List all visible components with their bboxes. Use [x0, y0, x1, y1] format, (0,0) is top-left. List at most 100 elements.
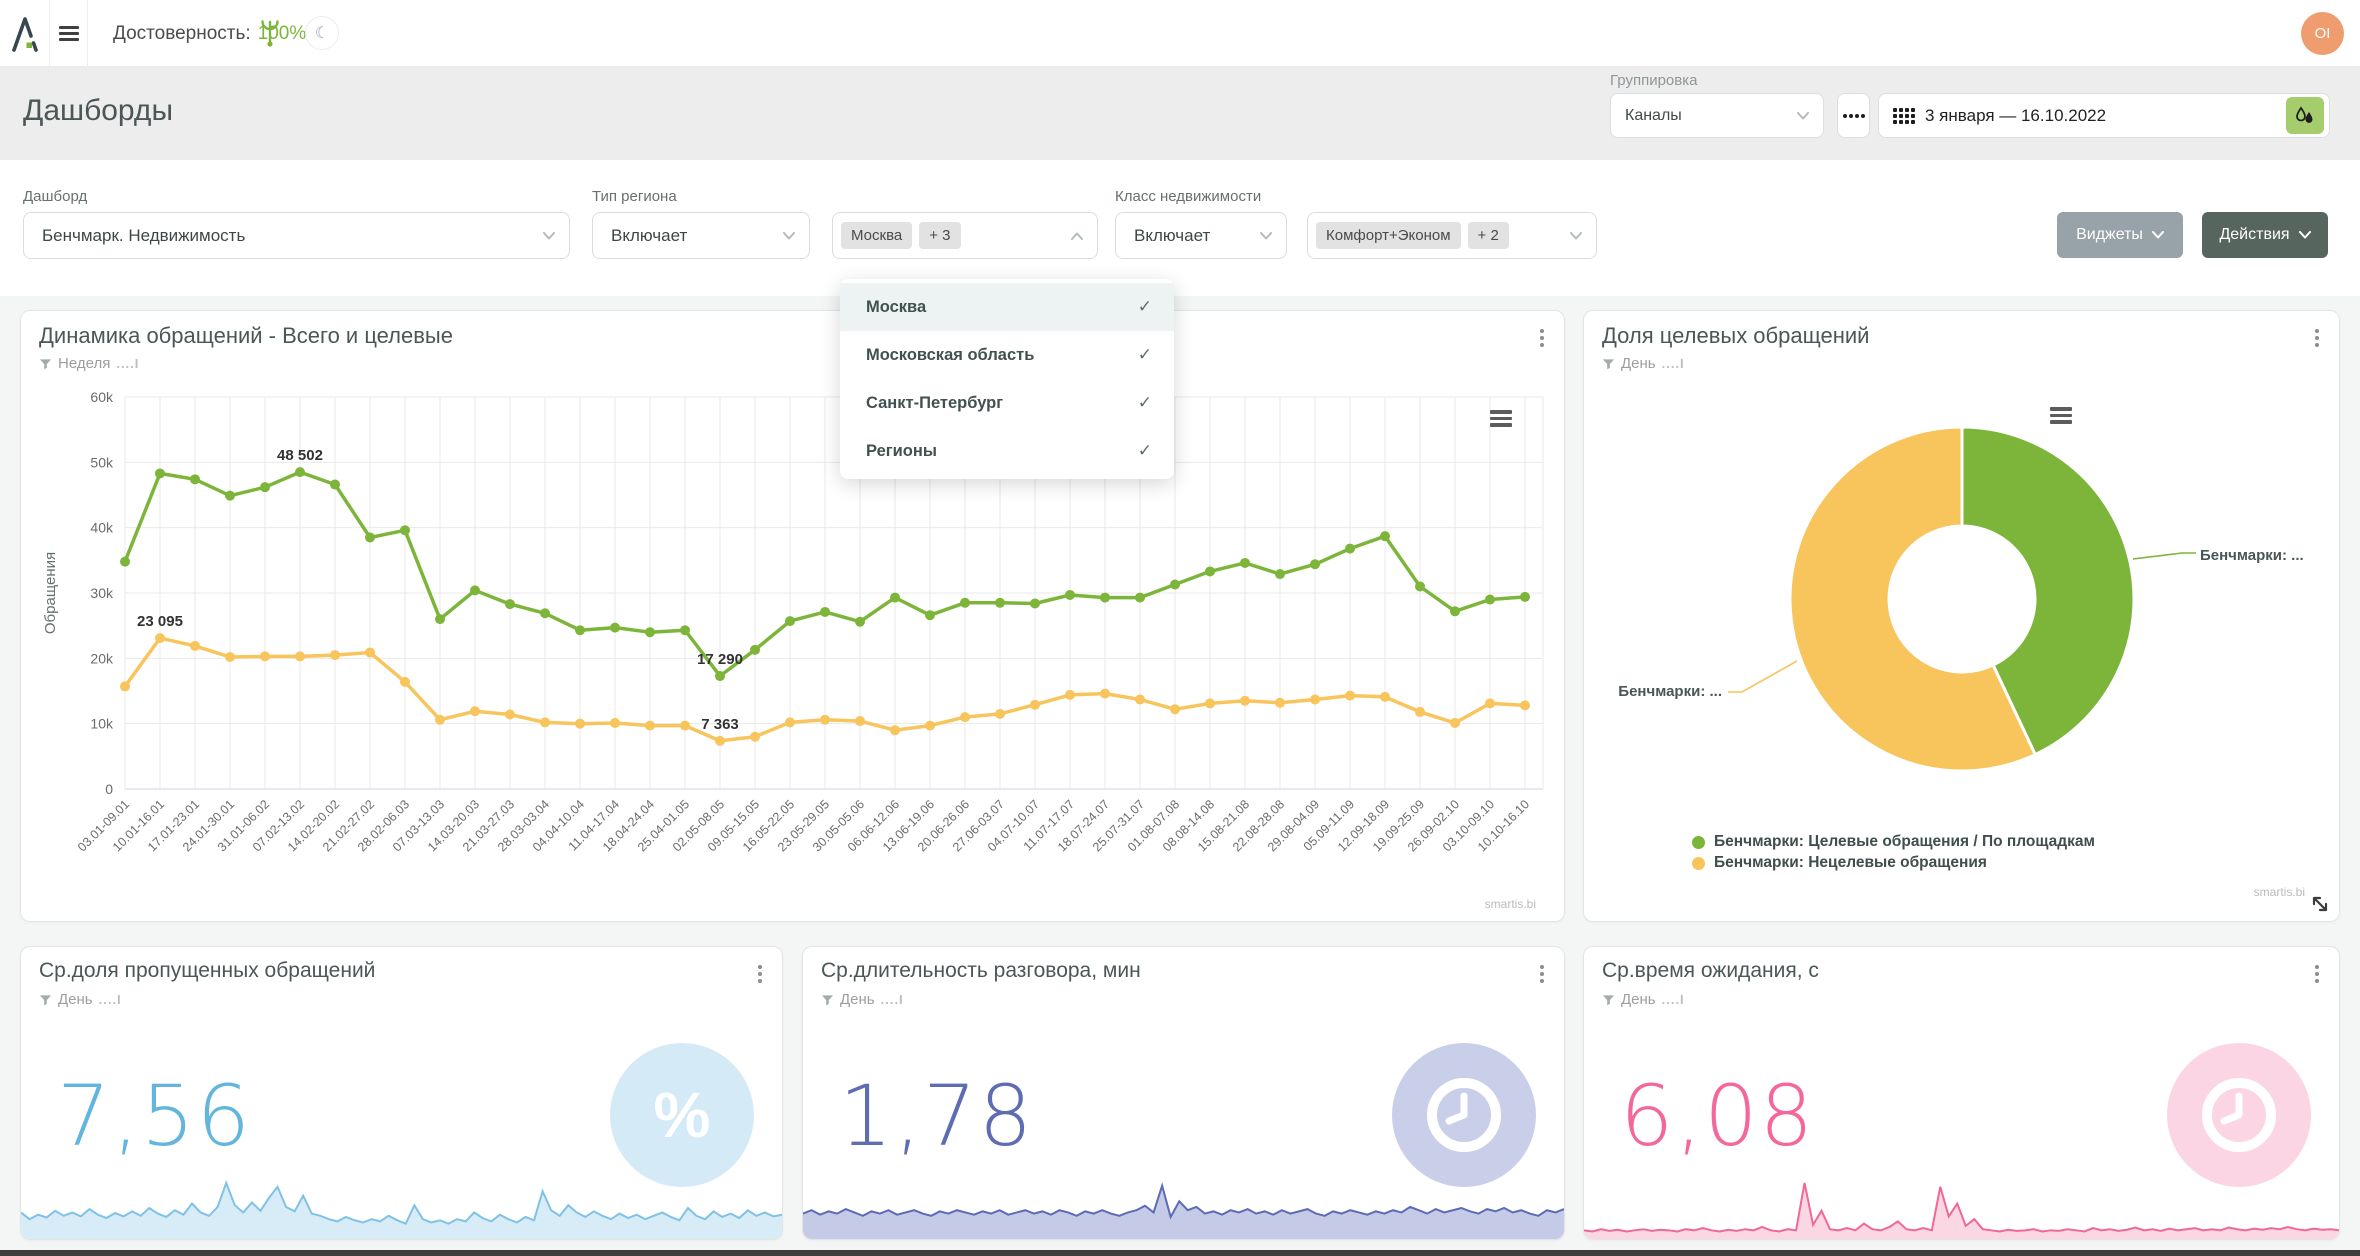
class-multiselect[interactable]: Комфорт+Эконом + 2 — [1307, 212, 1597, 259]
chevron-up-icon — [1071, 232, 1083, 240]
data-point — [540, 608, 550, 619]
class-type-select[interactable]: Включает — [1115, 212, 1287, 259]
dashboard-select-value: Бенчмарк. Недвижимость — [42, 225, 246, 245]
date-options-button[interactable] — [1837, 93, 1870, 138]
svg-text:30k: 30k — [90, 585, 114, 601]
data-point — [330, 479, 340, 490]
region-chip[interactable]: Москва — [841, 222, 913, 249]
actions-button-label: Действия — [2219, 226, 2290, 243]
funnel-icon — [1602, 994, 1615, 1005]
svg-text:50k: 50k — [90, 454, 114, 470]
dropdown-item[interactable]: Московская область ✓ — [840, 331, 1174, 379]
kpi-value: 6,08 — [1620, 1067, 1816, 1165]
legend-item[interactable]: Бенчмарки: Целевые обращения / По площад… — [1692, 833, 2095, 851]
menu-button[interactable] — [50, 0, 88, 67]
sprout-icon[interactable] — [258, 18, 282, 48]
region-type-select[interactable]: Включает — [592, 212, 810, 259]
card-menu-button[interactable] — [754, 961, 766, 987]
date-range-picker[interactable]: 3 января — 16.10.2022 — [1878, 93, 2330, 138]
data-point — [925, 720, 935, 731]
card-title: Ср.время ожидания, с — [1602, 959, 1819, 982]
data-point — [890, 725, 900, 736]
data-point — [1310, 694, 1320, 705]
data-point — [1065, 589, 1075, 600]
watermark: smartis.bi — [1484, 897, 1536, 911]
class-chip[interactable]: Комфорт+Эконом — [1316, 222, 1461, 249]
data-point — [260, 482, 270, 493]
widgets-button[interactable]: Виджеты — [2057, 212, 2183, 258]
card-menu-button[interactable] — [2311, 961, 2323, 987]
check-icon: ✓ — [1137, 393, 1152, 412]
card-menu-button[interactable] — [1536, 325, 1548, 351]
data-point — [1380, 531, 1390, 542]
check-icon: ✓ — [1137, 345, 1152, 364]
legend-dot — [1692, 856, 1705, 870]
data-point — [1415, 706, 1425, 717]
chart-export-button[interactable] — [1486, 406, 1516, 431]
data-point — [540, 717, 550, 728]
dashboard-select[interactable]: Бенчмарк. Недвижимость — [23, 212, 570, 259]
dropdown-item[interactable]: Регионы ✓ — [840, 427, 1174, 475]
region-dropdown: Москва ✓ Московская область ✓ Санкт-Петербур… — [840, 279, 1174, 479]
region-more-chip[interactable]: + 3 — [919, 222, 961, 249]
chevron-down-icon — [1797, 111, 1809, 119]
data-label: 48 502 — [277, 447, 323, 464]
legend-item[interactable]: Бенчмарки: Нецелевые обращения — [1692, 854, 2095, 872]
actions-button[interactable]: Действия — [2202, 212, 2328, 258]
data-point — [1030, 699, 1040, 710]
dark-mode-toggle[interactable]: ☾ — [305, 16, 339, 50]
percent-icon: % — [610, 1043, 754, 1187]
data-point — [575, 625, 585, 636]
data-point — [715, 735, 725, 746]
sparkline — [21, 1177, 782, 1239]
avatar[interactable]: OI — [2301, 12, 2344, 55]
card-title: Динамика обращений - Всего и целевые — [39, 323, 453, 348]
data-point — [120, 681, 130, 692]
clock-icon — [1392, 1043, 1536, 1187]
dropdown-item[interactable]: Москва ✓ — [840, 283, 1174, 331]
chart-export-button[interactable] — [2046, 403, 2076, 428]
chevron-down-icon — [783, 231, 795, 239]
hamburger-icon — [58, 23, 79, 44]
svg-text:0: 0 — [105, 781, 113, 797]
data-point — [190, 474, 200, 485]
compare-button[interactable] — [2286, 97, 2324, 134]
data-point — [295, 467, 305, 478]
card-filter-row: День ....I — [39, 991, 122, 1008]
data-point — [1135, 694, 1145, 705]
region-multiselect[interactable]: Москва + 3 — [832, 212, 1098, 259]
filter-bar: Дашборд Бенчмарк. Недвижимость Тип регио… — [0, 160, 2360, 296]
resize-handle-icon[interactable] — [2309, 893, 2331, 915]
sparkline-area — [1584, 1182, 2339, 1239]
card-period[interactable]: День — [1621, 355, 1656, 372]
data-point — [470, 706, 480, 717]
data-point — [225, 652, 235, 663]
app-logo[interactable] — [0, 0, 50, 67]
page-header: Дашборды Группировка Каналы 3 января — 1… — [0, 67, 2360, 160]
data-point — [260, 651, 270, 662]
card-menu-button[interactable] — [2311, 325, 2323, 351]
data-point — [1275, 697, 1285, 708]
data-point — [435, 614, 445, 625]
data-point — [1345, 690, 1355, 701]
dropdown-item[interactable]: Санкт-Петербург ✓ — [840, 379, 1174, 427]
data-point — [960, 712, 970, 723]
class-more-chip[interactable]: + 2 — [1467, 222, 1509, 249]
class-filter-label: Класс недвижимости — [1115, 188, 1262, 205]
card-period[interactable]: Неделя — [58, 355, 111, 372]
dashboard-area: Динамика обращений - Всего и целевые Нед… — [0, 296, 2360, 1250]
data-label: 23 095 — [137, 613, 183, 630]
card-menu-button[interactable] — [1536, 961, 1548, 987]
card-period[interactable]: День — [58, 991, 93, 1008]
data-point — [435, 714, 445, 725]
data-point — [330, 650, 340, 661]
data-point — [400, 676, 410, 687]
data-point — [750, 644, 760, 655]
card-period[interactable]: День — [1621, 991, 1656, 1008]
legend-label: Бенчмарки: Целевые обращения / По площад… — [1714, 833, 2095, 850]
data-label: 17 290 — [697, 651, 743, 668]
grouping-select[interactable]: Каналы — [1610, 93, 1824, 138]
data-point — [1345, 543, 1355, 554]
card-period[interactable]: День — [840, 991, 875, 1008]
data-point — [1520, 591, 1530, 602]
